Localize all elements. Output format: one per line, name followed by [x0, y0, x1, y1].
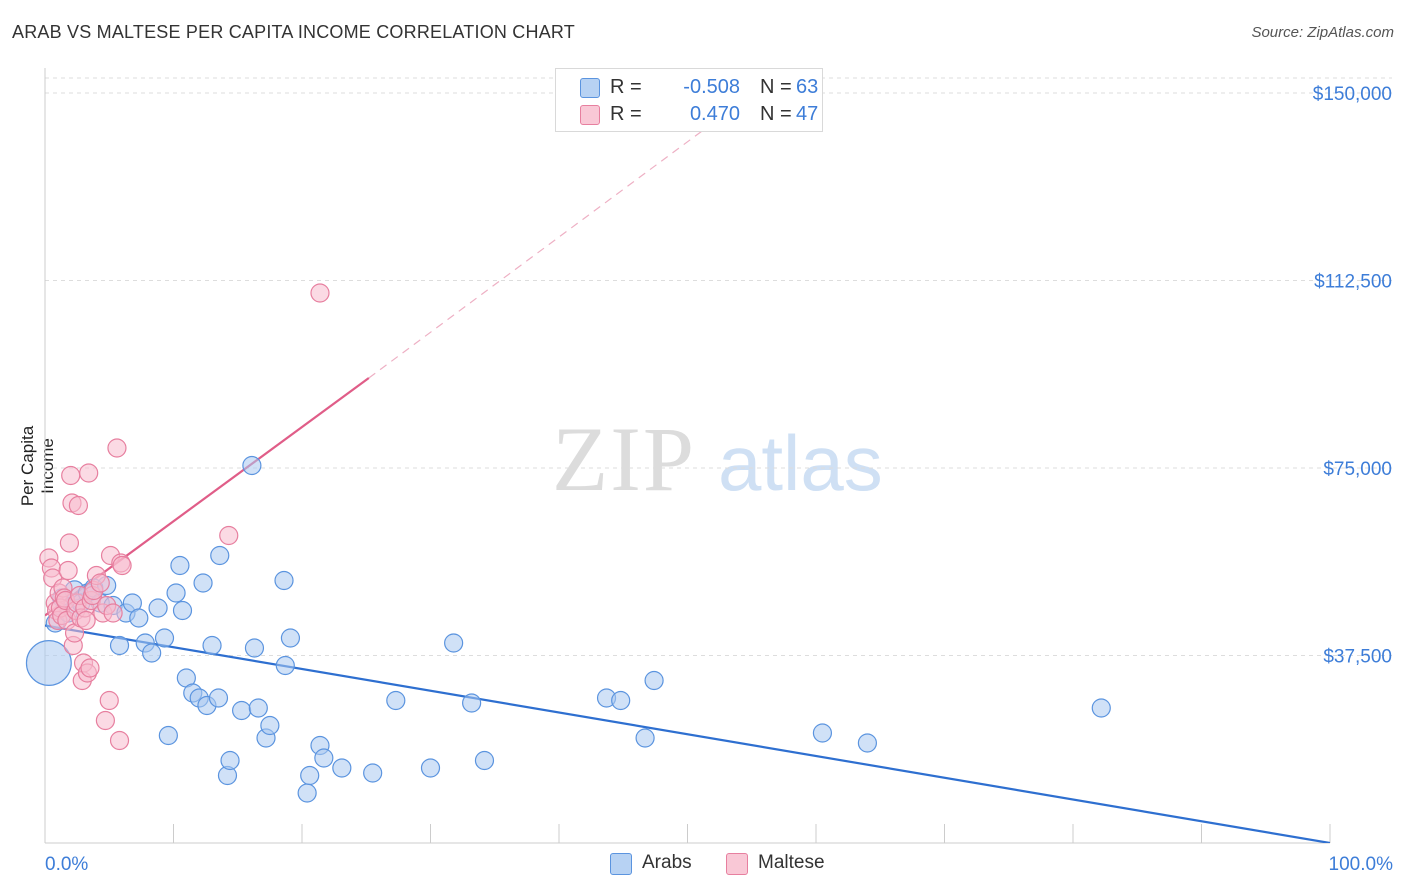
arab-point	[300, 765, 320, 786]
arab-point	[462, 693, 482, 713]
arab-point	[166, 583, 186, 603]
source-label: Source: ZipAtlas.com	[1251, 24, 1394, 41]
arab-point	[274, 570, 294, 591]
y-tick-label: $150,000	[1313, 84, 1392, 105]
maltese-point	[68, 495, 89, 516]
arab-swatch	[580, 78, 600, 98]
arab-point	[154, 628, 175, 648]
bottom-legend-maltese-label: Maltese	[758, 852, 825, 873]
arab-point	[812, 723, 833, 743]
legend-n-label: N =	[760, 76, 792, 98]
watermark-zip: ZIP	[552, 408, 696, 510]
arab-point	[170, 555, 190, 576]
arab-point	[142, 643, 162, 663]
x-tick-label: 0.0%	[45, 854, 88, 875]
arab-swatch	[610, 853, 632, 875]
maltese-swatch	[580, 105, 600, 125]
y-tick-label: $37,500	[1323, 647, 1392, 668]
arab-point	[314, 748, 334, 768]
arab-point	[244, 638, 265, 658]
arab-point	[129, 608, 149, 628]
arab-point	[232, 700, 252, 721]
arab-point	[857, 733, 878, 753]
arab-point	[193, 573, 213, 593]
y-tick-label: $112,500	[1314, 272, 1392, 293]
maltese-point	[310, 283, 330, 303]
arab-point	[242, 455, 262, 476]
arab-point	[275, 655, 295, 676]
maltese-point	[61, 465, 81, 486]
arab-point	[109, 635, 130, 656]
maltese-point	[76, 610, 96, 631]
arab-point	[260, 715, 280, 736]
arab-point	[635, 728, 655, 748]
arab-point	[248, 698, 268, 718]
watermark: ZIP atlas	[552, 408, 883, 510]
axes	[44, 68, 1331, 844]
arab-point	[210, 545, 230, 566]
arab-point	[25, 639, 72, 686]
arab-point	[363, 763, 383, 783]
grid-lines	[45, 77, 1392, 656]
arab-point	[1091, 698, 1111, 718]
maltese-point	[79, 463, 99, 483]
maltese-point	[80, 658, 100, 678]
maltese-points	[39, 283, 330, 751]
legend-r-label: R =	[610, 76, 642, 98]
legend-r-value: 0.470	[689, 103, 740, 125]
maltese-point	[99, 690, 119, 711]
watermark-atlas: atlas	[718, 419, 883, 507]
arab-point	[444, 633, 464, 653]
arab-point	[158, 725, 178, 746]
maltese-point	[59, 533, 80, 553]
maltese-point	[109, 730, 130, 751]
y-tick-label: $75,000	[1323, 459, 1392, 480]
arab-point	[148, 598, 168, 618]
bottom-legend-arabs-label: Arabs	[642, 852, 692, 873]
arab-point	[280, 628, 301, 648]
legend-r-label: R =	[610, 103, 642, 125]
arab-point	[386, 690, 406, 711]
correlation-legend: R = -0.508 N = 63 R = 0.470 N = 47	[555, 68, 823, 132]
legend-r-value: -0.508	[683, 76, 740, 98]
arab-point	[332, 758, 352, 778]
arab-trend-line	[45, 624, 1330, 843]
maltese-point	[90, 573, 110, 593]
arab-point	[644, 670, 664, 691]
maltese-point	[107, 438, 127, 458]
y-tick-labels: $37,500 $75,000 $112,500 $150,000	[1313, 84, 1392, 668]
arab-point	[208, 688, 229, 708]
legend-n-value: 63	[796, 76, 819, 98]
maltese-point	[58, 560, 78, 581]
arab-point	[220, 750, 240, 771]
legend-n-value: 47	[796, 103, 819, 125]
arab-point	[611, 690, 631, 711]
maltese-swatch	[726, 853, 748, 875]
legend-n-label: N =	[760, 103, 792, 125]
arab-point	[420, 758, 441, 778]
x-tick-labels: 0.0% 100.0%	[45, 854, 1393, 875]
arab-point	[172, 600, 193, 621]
maltese-trend-extension	[368, 78, 775, 379]
chart-title: ARAB VS MALTESE PER CAPITA INCOME CORREL…	[12, 22, 575, 42]
maltese-point	[103, 603, 123, 623]
arab-point	[202, 635, 222, 656]
maltese-point	[219, 525, 239, 546]
arab-point	[297, 783, 317, 803]
maltese-point	[112, 555, 132, 576]
x-tick-label: 100.0%	[1329, 854, 1394, 875]
maltese-point	[95, 710, 115, 731]
arab-point	[474, 750, 495, 771]
